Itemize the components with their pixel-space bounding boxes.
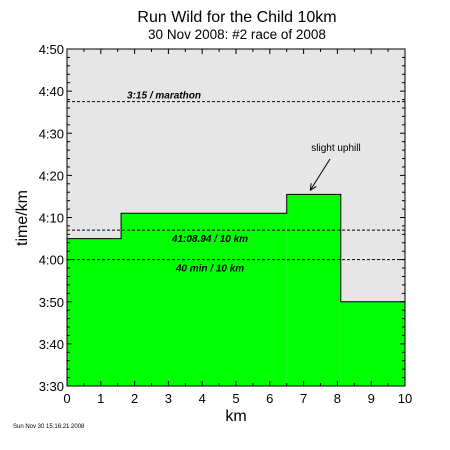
pace-segments — [67, 193, 405, 386]
annotation-text: slight uphill — [311, 143, 360, 154]
y-axis-ticks: 3:30 3:40 3:50 4:00 4:10 4:20 4:30 4:40 4:50 — [39, 42, 405, 394]
x-tick-label: 3 — [165, 391, 172, 406]
x-tick-label: 1 — [97, 391, 104, 406]
pace-outline — [67, 193, 405, 303]
y-tick-label: 4:10 — [39, 211, 64, 226]
x-tick-label: 7 — [300, 391, 307, 406]
x-tick-label: 6 — [266, 391, 273, 406]
pace-bar-1 — [67, 238, 122, 386]
reference-label-2: 41:08.94 / 10 km — [171, 234, 248, 245]
reference-lines: 3:15 / marathon 41:08.94 / 10 km 40 min / … — [67, 91, 405, 275]
x-tick-label: 2 — [131, 391, 138, 406]
chart-subtitle: 30 Nov 2008: #2 race of 2008 — [148, 27, 326, 42]
pace-bar-4 — [340, 301, 405, 386]
x-tick-label: 10 — [398, 391, 412, 406]
footer-timestamp: Sun Nov 30 15:16:21 2008 — [13, 424, 85, 430]
y-tick-label: 4:30 — [39, 126, 64, 141]
reference-label-1: 3:15 / marathon — [127, 91, 201, 102]
chart-title: Run Wild for the Child 10km — [137, 9, 336, 26]
annotations: slight uphill — [309, 143, 361, 192]
x-tick-label: 0 — [63, 391, 70, 406]
x-axis-label: km — [225, 408, 246, 425]
y-axis-label: time/km — [14, 190, 31, 246]
y-tick-label: 3:50 — [39, 295, 64, 310]
x-tick-label: 4 — [199, 391, 206, 406]
annotation-arrow-head — [309, 183, 317, 192]
y-tick-label: 4:20 — [39, 168, 64, 183]
y-tick-label: 4:50 — [39, 42, 64, 57]
y-tick-label: 4:40 — [39, 84, 64, 99]
x-tick-label: 9 — [368, 391, 375, 406]
annotation-arrow-line — [309, 158, 331, 191]
pace-bar-3 — [286, 194, 341, 386]
y-tick-label: 3:40 — [39, 337, 64, 352]
reference-label-3: 40 min / 10 km — [175, 264, 244, 275]
x-axis-ticks: 0 1 2 3 4 5 6 7 8 9 10 — [63, 49, 412, 406]
y-tick-label: 4:00 — [39, 253, 64, 268]
pace-bar-2 — [121, 213, 287, 386]
x-tick-label: 5 — [232, 391, 239, 406]
x-tick-label: 8 — [334, 391, 341, 406]
y-tick-label: 3:30 — [39, 379, 64, 394]
